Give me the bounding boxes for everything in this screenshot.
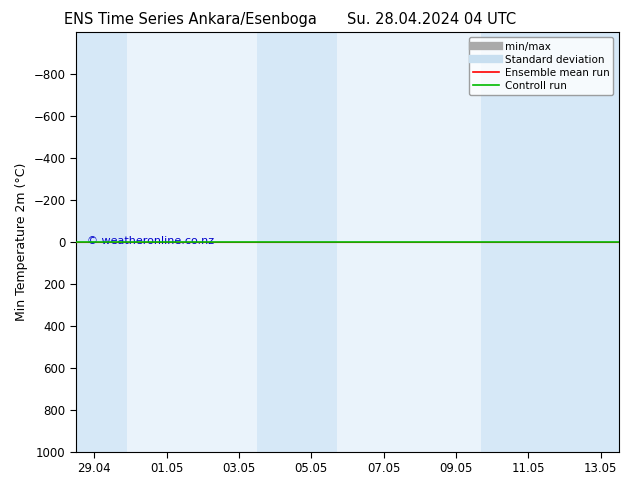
Text: ENS Time Series Ankara/Esenboga: ENS Time Series Ankara/Esenboga [64, 12, 316, 27]
Legend: min/max, Standard deviation, Ensemble mean run, Controll run: min/max, Standard deviation, Ensemble me… [469, 37, 614, 95]
Text: Su. 28.04.2024 04 UTC: Su. 28.04.2024 04 UTC [347, 12, 515, 27]
Text: © weatheronline.co.nz: © weatheronline.co.nz [87, 236, 214, 246]
Bar [481, 32, 619, 452]
Y-axis label: Min Temperature 2m (°C): Min Temperature 2m (°C) [15, 163, 28, 321]
Bar [76, 32, 127, 452]
Bar [257, 32, 337, 452]
